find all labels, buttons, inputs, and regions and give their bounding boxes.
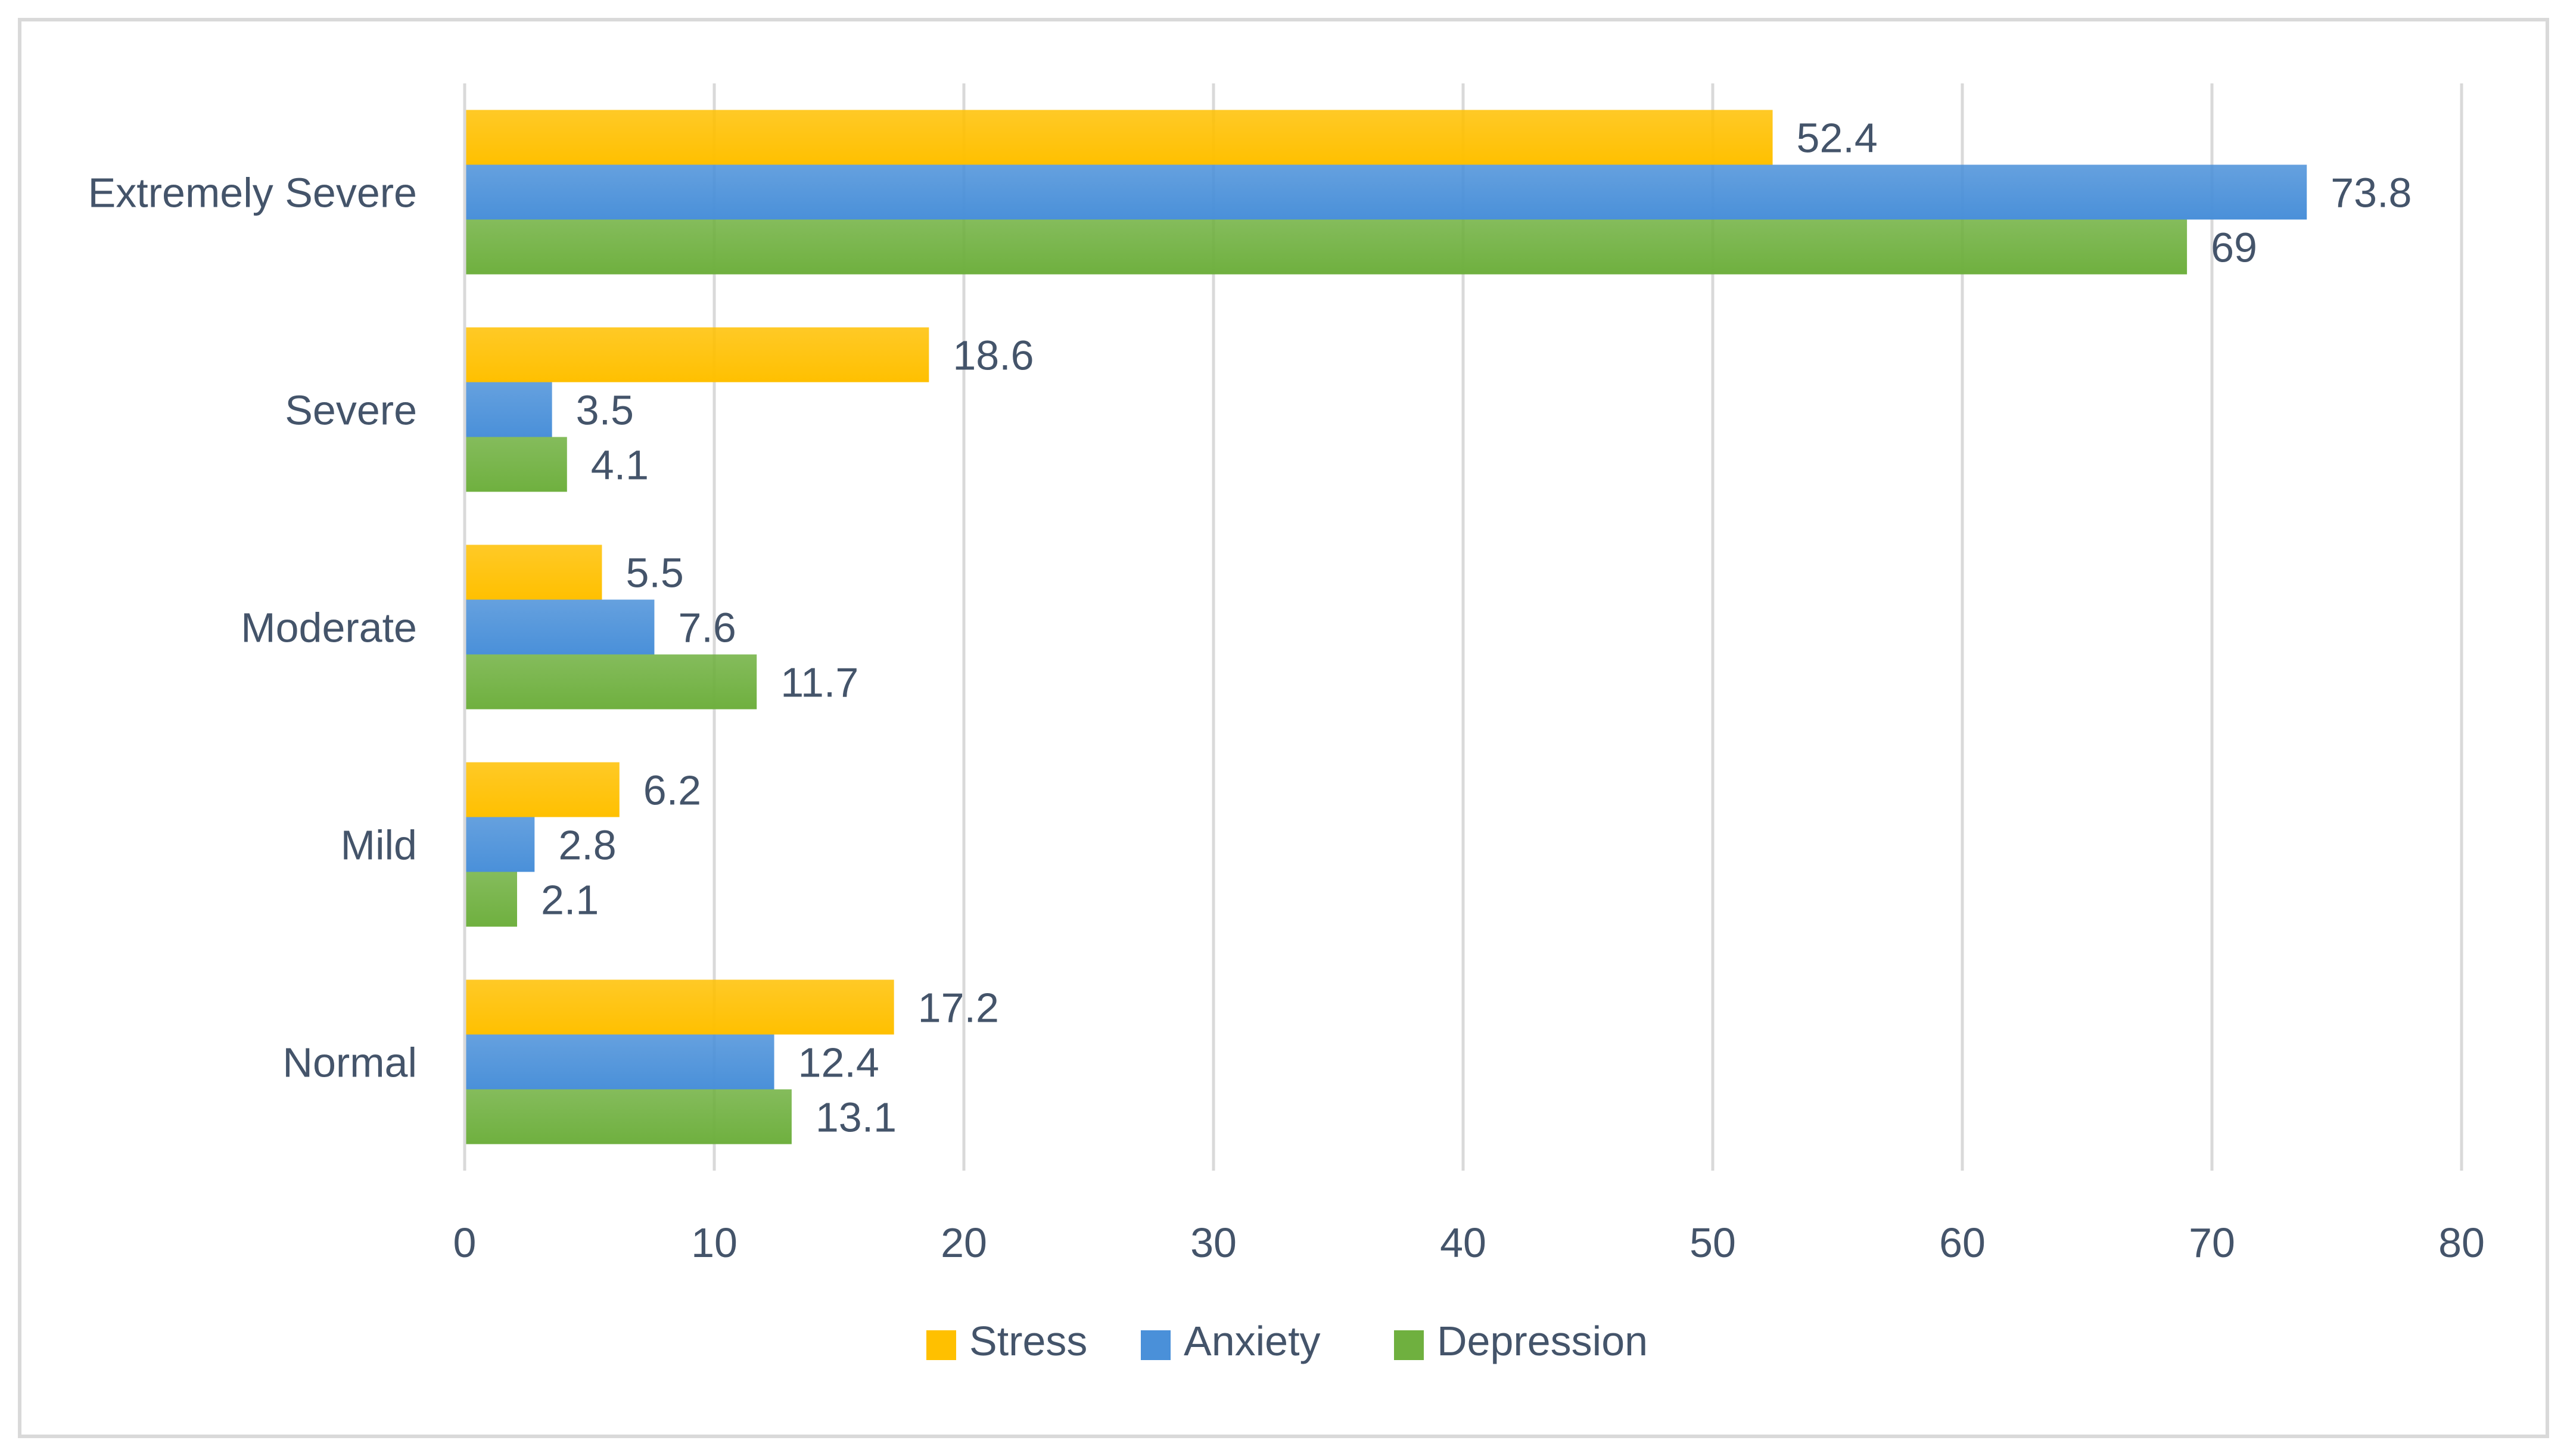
x-tick-label: 30 xyxy=(1190,1219,1237,1266)
bar-stress-severe xyxy=(465,327,929,382)
bar-stress-mild xyxy=(465,762,620,817)
x-tick-label: 0 xyxy=(453,1219,477,1266)
x-tick-label: 40 xyxy=(1440,1219,1486,1266)
data-label-depression-extremely-severe: 69 xyxy=(2211,225,2257,271)
x-tick-label: 10 xyxy=(691,1219,738,1266)
x-tick-label: 50 xyxy=(1689,1219,1736,1266)
y-tick-label-normal: Normal xyxy=(282,1040,417,1086)
bar-stress-normal xyxy=(465,979,894,1035)
data-label-stress-mild: 6.2 xyxy=(643,767,701,814)
y-tick-label-mild: Mild xyxy=(341,822,417,869)
bar-stress-moderate xyxy=(465,545,602,600)
data-label-stress-severe: 18.6 xyxy=(953,332,1034,379)
data-label-stress-normal: 17.2 xyxy=(918,985,999,1031)
bar-depression-extremely-severe xyxy=(465,219,2188,275)
bar-anxiety-normal xyxy=(465,1034,774,1090)
legend-swatch-depression xyxy=(1394,1330,1424,1360)
data-label-anxiety-mild: 2.8 xyxy=(558,822,616,869)
legend-label-anxiety: Anxiety xyxy=(1184,1318,1321,1364)
data-label-anxiety-extremely-severe: 73.8 xyxy=(2330,170,2412,216)
data-label-anxiety-severe: 3.5 xyxy=(576,387,634,434)
bar-depression-severe xyxy=(465,437,567,492)
x-tick-label: 60 xyxy=(1939,1219,1986,1266)
bar-anxiety-mild xyxy=(465,817,535,872)
x-tick-label: 70 xyxy=(2189,1219,2235,1266)
bar-depression-moderate xyxy=(465,654,757,710)
data-label-depression-normal: 13.1 xyxy=(816,1094,897,1141)
legend-swatch-stress xyxy=(926,1330,956,1360)
bar-anxiety-moderate xyxy=(465,599,655,655)
bar-anxiety-severe xyxy=(465,382,552,437)
data-label-anxiety-moderate: 7.6 xyxy=(678,605,736,651)
data-label-anxiety-normal: 12.4 xyxy=(798,1040,879,1086)
legend-swatch-anxiety xyxy=(1141,1330,1171,1360)
x-tick-label: 80 xyxy=(2438,1219,2485,1266)
y-tick-label-moderate: Moderate xyxy=(241,605,417,651)
bar-depression-mild xyxy=(465,872,517,927)
data-label-stress-moderate: 5.5 xyxy=(626,550,683,596)
bar-anxiety-extremely-severe xyxy=(465,164,2307,220)
bar-stress-extremely-severe xyxy=(465,110,1773,165)
bars xyxy=(465,110,2307,1144)
data-label-depression-moderate: 11.7 xyxy=(780,659,858,706)
data-labels: 52.4 73.8 69 18.6 3.5 4.1 5.5 7.6 11.7 6.2 2.8 2.1 1… xyxy=(541,115,2412,1141)
data-label-depression-mild: 2.1 xyxy=(541,877,599,923)
bar-depression-normal xyxy=(465,1089,792,1144)
legend: Stress Anxiety Depression xyxy=(926,1318,1648,1364)
data-label-stress-extremely-severe: 52.4 xyxy=(1797,115,1878,161)
data-label-depression-severe: 4.1 xyxy=(591,442,649,489)
axes: 0 10 20 30 40 50 60 70 80 Extremely Severe Severe M… xyxy=(88,83,2485,1266)
y-tick-label-severe: Severe xyxy=(285,387,417,434)
x-tick-label: 20 xyxy=(941,1219,987,1266)
legend-label-stress: Stress xyxy=(969,1318,1087,1364)
y-tick-label-extremely-severe: Extremely Severe xyxy=(88,170,417,216)
legend-label-depression: Depression xyxy=(1437,1318,1648,1364)
